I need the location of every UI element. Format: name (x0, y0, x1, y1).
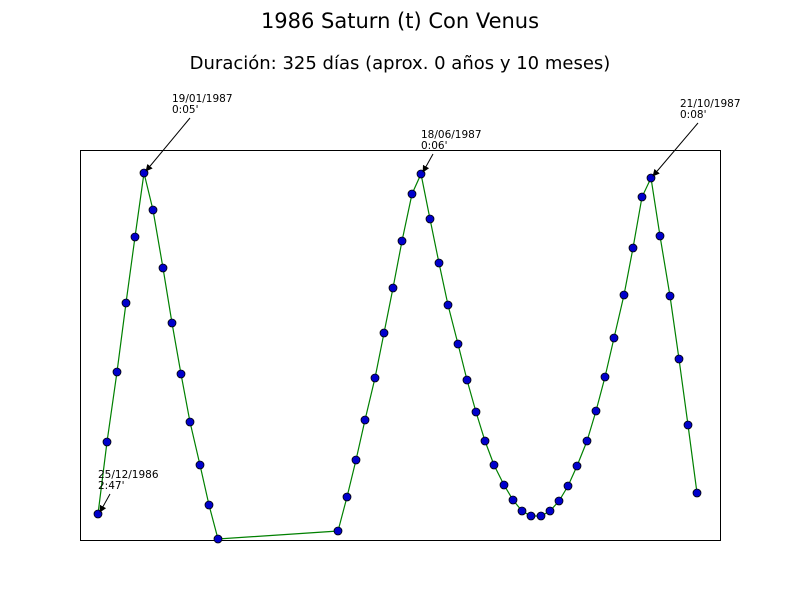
point (176, 369, 186, 379)
point (388, 283, 398, 293)
point (204, 500, 214, 510)
point (683, 420, 693, 430)
point (112, 367, 122, 377)
point (591, 406, 601, 416)
point (130, 232, 140, 242)
point (434, 258, 444, 268)
point (655, 231, 665, 241)
point (370, 373, 380, 383)
annotation-text: 25/12/1986 (98, 469, 159, 481)
point (121, 298, 131, 308)
point (692, 488, 702, 498)
annotation-text: 0:06' (421, 140, 447, 152)
point (582, 436, 592, 446)
annotation-arrow (652, 122, 699, 177)
point (545, 506, 555, 516)
point (407, 189, 417, 199)
point (360, 415, 370, 425)
point (453, 339, 463, 349)
point (443, 300, 453, 310)
annotation-text: 19/01/1987 (172, 93, 233, 105)
point (526, 511, 536, 521)
point (619, 290, 629, 300)
annotation-text: 0:05' (172, 104, 198, 116)
point (195, 460, 205, 470)
point (167, 318, 177, 328)
point (628, 243, 638, 253)
point (600, 372, 610, 382)
annotation-arrow (422, 153, 434, 173)
annotation-arrow (145, 117, 191, 172)
annotation-arrow (99, 493, 111, 513)
point (213, 534, 223, 544)
point (508, 495, 518, 505)
chart-title: 1986 Saturn (t) Con Venus (261, 9, 539, 33)
point (554, 496, 564, 506)
point (397, 236, 407, 246)
point (379, 328, 389, 338)
point (536, 511, 546, 521)
annotation-text: 21/10/1987 (680, 98, 741, 110)
point (333, 526, 343, 536)
point (351, 455, 361, 465)
point (148, 205, 158, 215)
point (572, 461, 582, 471)
point (102, 437, 112, 447)
point (471, 407, 481, 417)
point (489, 460, 499, 470)
annotation-text: 18/06/1987 (421, 129, 482, 141)
point (563, 481, 573, 491)
point (480, 436, 490, 446)
chart-subtitle: Duración: 325 días (aprox. 0 años y 10 m… (190, 53, 611, 74)
series-line (97, 172, 698, 540)
point (665, 291, 675, 301)
annotation-text: 0:08' (680, 109, 706, 121)
point (462, 375, 472, 385)
annotation-text: 2:47' (98, 480, 124, 492)
point (517, 506, 527, 516)
point (158, 263, 168, 273)
point (342, 492, 352, 502)
point (185, 417, 195, 427)
point (499, 480, 509, 490)
point (425, 214, 435, 224)
plot-frame (80, 150, 721, 541)
point (609, 333, 619, 343)
point (674, 354, 684, 364)
point (637, 192, 647, 202)
